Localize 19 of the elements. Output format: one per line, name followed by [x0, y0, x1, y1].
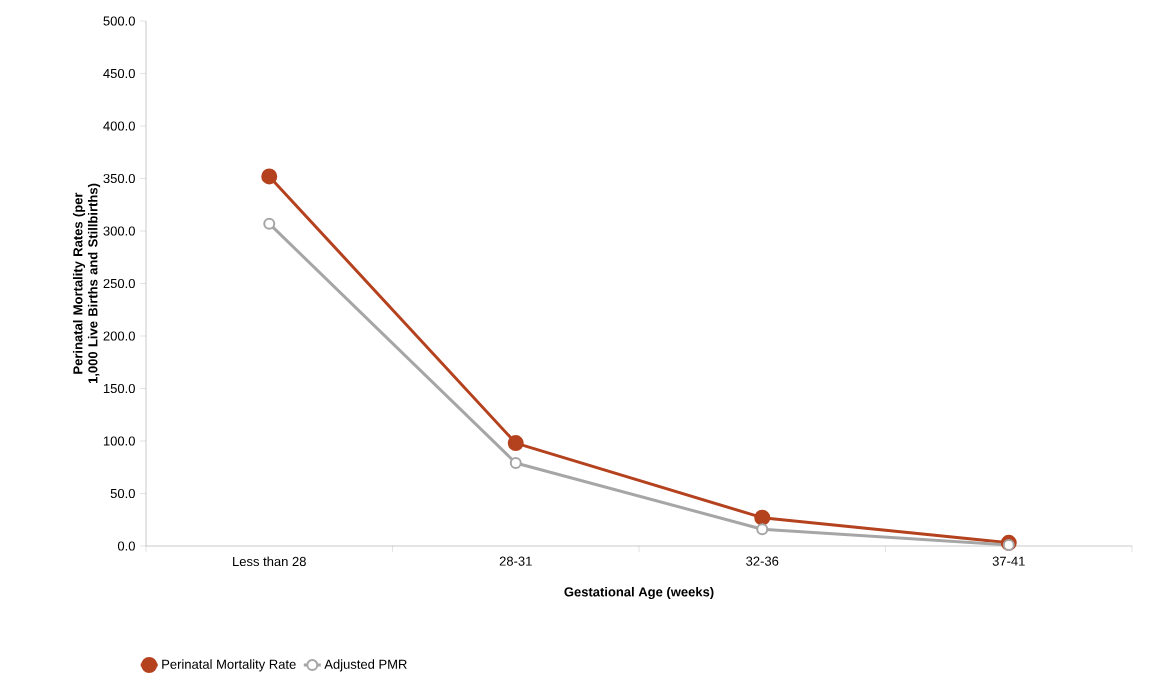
y-tick-label: 50.0 — [110, 488, 135, 499]
y-tick-label: 400.0 — [103, 121, 135, 131]
y-tick-label: 450.0 — [103, 68, 135, 79]
y-axis-title: Perinatal Mortality Rates (per 1,000 Live Births and Stillbirths) — [72, 183, 101, 384]
y-tick-label: 100.0 — [103, 436, 135, 446]
y-tick-label: 300.0 — [103, 226, 135, 236]
y-tick-label: 0.0 — [117, 541, 135, 551]
legend-label: Perinatal Mortality Rate — [162, 659, 296, 672]
y-tick-label: 200.0 — [103, 331, 135, 341]
x-tick-label: 28-31 — [499, 556, 532, 566]
legend-label: Adjusted PMR — [324, 659, 407, 672]
y-tick-label: 250.0 — [103, 278, 135, 289]
x-tick-label: 32-36 — [746, 556, 779, 566]
y-tick-label: 350.0 — [103, 173, 135, 184]
x-tick-label: 37-41 — [992, 556, 1025, 566]
x-axis-title: Gestational Age (weeks) — [564, 586, 714, 600]
y-tick-label: 500.0 — [103, 16, 135, 26]
x-tick-label: Less than 28 — [233, 556, 306, 567]
y-tick-label: 150.0 — [103, 383, 135, 394]
